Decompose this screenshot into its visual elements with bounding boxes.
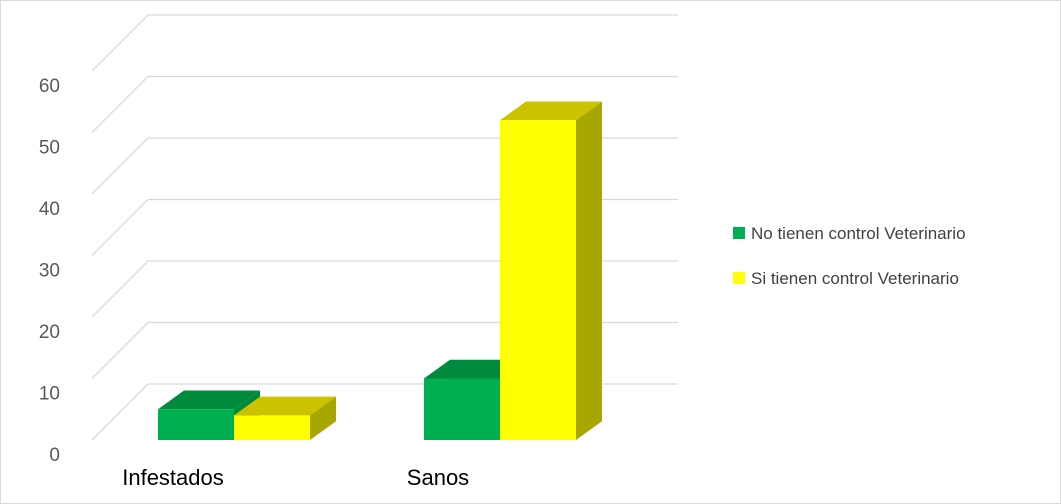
- gridline-depth: [91, 260, 149, 318]
- bar-top: [500, 101, 602, 121]
- bar-front: [500, 120, 576, 440]
- y-tick-label: 30: [39, 261, 60, 282]
- gridline-depth: [91, 199, 149, 256]
- bar-front: [158, 409, 234, 440]
- y-tick-label: 20: [39, 322, 60, 343]
- gridline-depth: [91, 137, 149, 195]
- y-axis-ticks: 0 10 20 30 40 50 60: [39, 76, 60, 466]
- y-tick-label: 40: [39, 199, 60, 220]
- gridline-depth: [91, 76, 149, 133]
- bars: [158, 101, 602, 440]
- gridline-depth: [91, 383, 149, 441]
- bar-side: [310, 396, 336, 440]
- legend-label: Si tienen control Veterinario: [751, 269, 959, 288]
- gridline-depth: [91, 14, 149, 72]
- bar-top: [234, 396, 336, 416]
- bar-front: [234, 415, 310, 440]
- bar-0-0: [158, 390, 260, 440]
- legend-label: No tienen control Veterinario: [751, 224, 966, 243]
- legend-swatch: [733, 272, 745, 284]
- y-tick-label: 60: [39, 76, 60, 97]
- legend: No tienen control Veterinario Si tienen c…: [733, 224, 966, 288]
- x-axis-ticks: Infestados Sanos: [122, 465, 469, 490]
- bar-front: [424, 378, 500, 440]
- y-tick-label: 50: [39, 138, 60, 159]
- bar-1-1: [500, 101, 602, 440]
- x-tick-label: Sanos: [407, 465, 469, 490]
- bar-side: [576, 101, 602, 440]
- legend-swatch: [733, 227, 745, 239]
- y-tick-label: 10: [39, 384, 60, 405]
- bar-0-1: [234, 396, 336, 440]
- bar-top: [158, 390, 260, 410]
- x-tick-label: Infestados: [122, 465, 224, 490]
- y-tick-label: 0: [49, 445, 60, 466]
- gridline-depth: [91, 322, 149, 379]
